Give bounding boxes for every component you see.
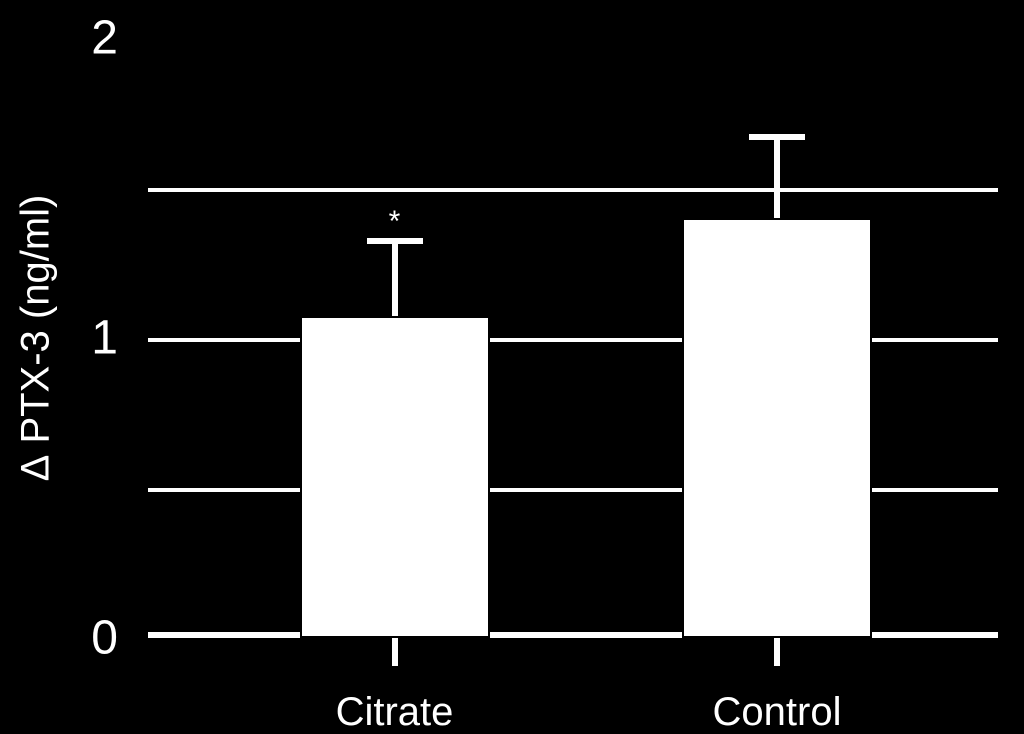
- x-tick-label-control: Control: [713, 690, 842, 734]
- bar-control: [682, 218, 872, 638]
- x-tick-label-citrate: Citrate: [336, 690, 454, 734]
- gridline: [148, 188, 998, 192]
- delta-symbol: Δ: [14, 455, 58, 482]
- y-tick-label: 0: [38, 611, 118, 666]
- bar-chart: 012*CitrateControl Δ PTX-3 (ng/ml): [0, 0, 1024, 734]
- y-axis-label-text: PTX-3 (ng/ml): [14, 195, 58, 455]
- error-bar: [392, 238, 398, 316]
- error-bar: [774, 134, 780, 218]
- y-axis-label: Δ PTX-3 (ng/ml): [14, 195, 59, 482]
- x-tick: [774, 638, 780, 666]
- bar-citrate: [300, 316, 490, 639]
- x-tick: [392, 638, 398, 666]
- plot-area: 012*CitrateControl: [148, 38, 998, 638]
- y-tick-label: 2: [38, 11, 118, 66]
- significance-marker: *: [389, 205, 401, 239]
- error-bar-cap: [749, 134, 805, 140]
